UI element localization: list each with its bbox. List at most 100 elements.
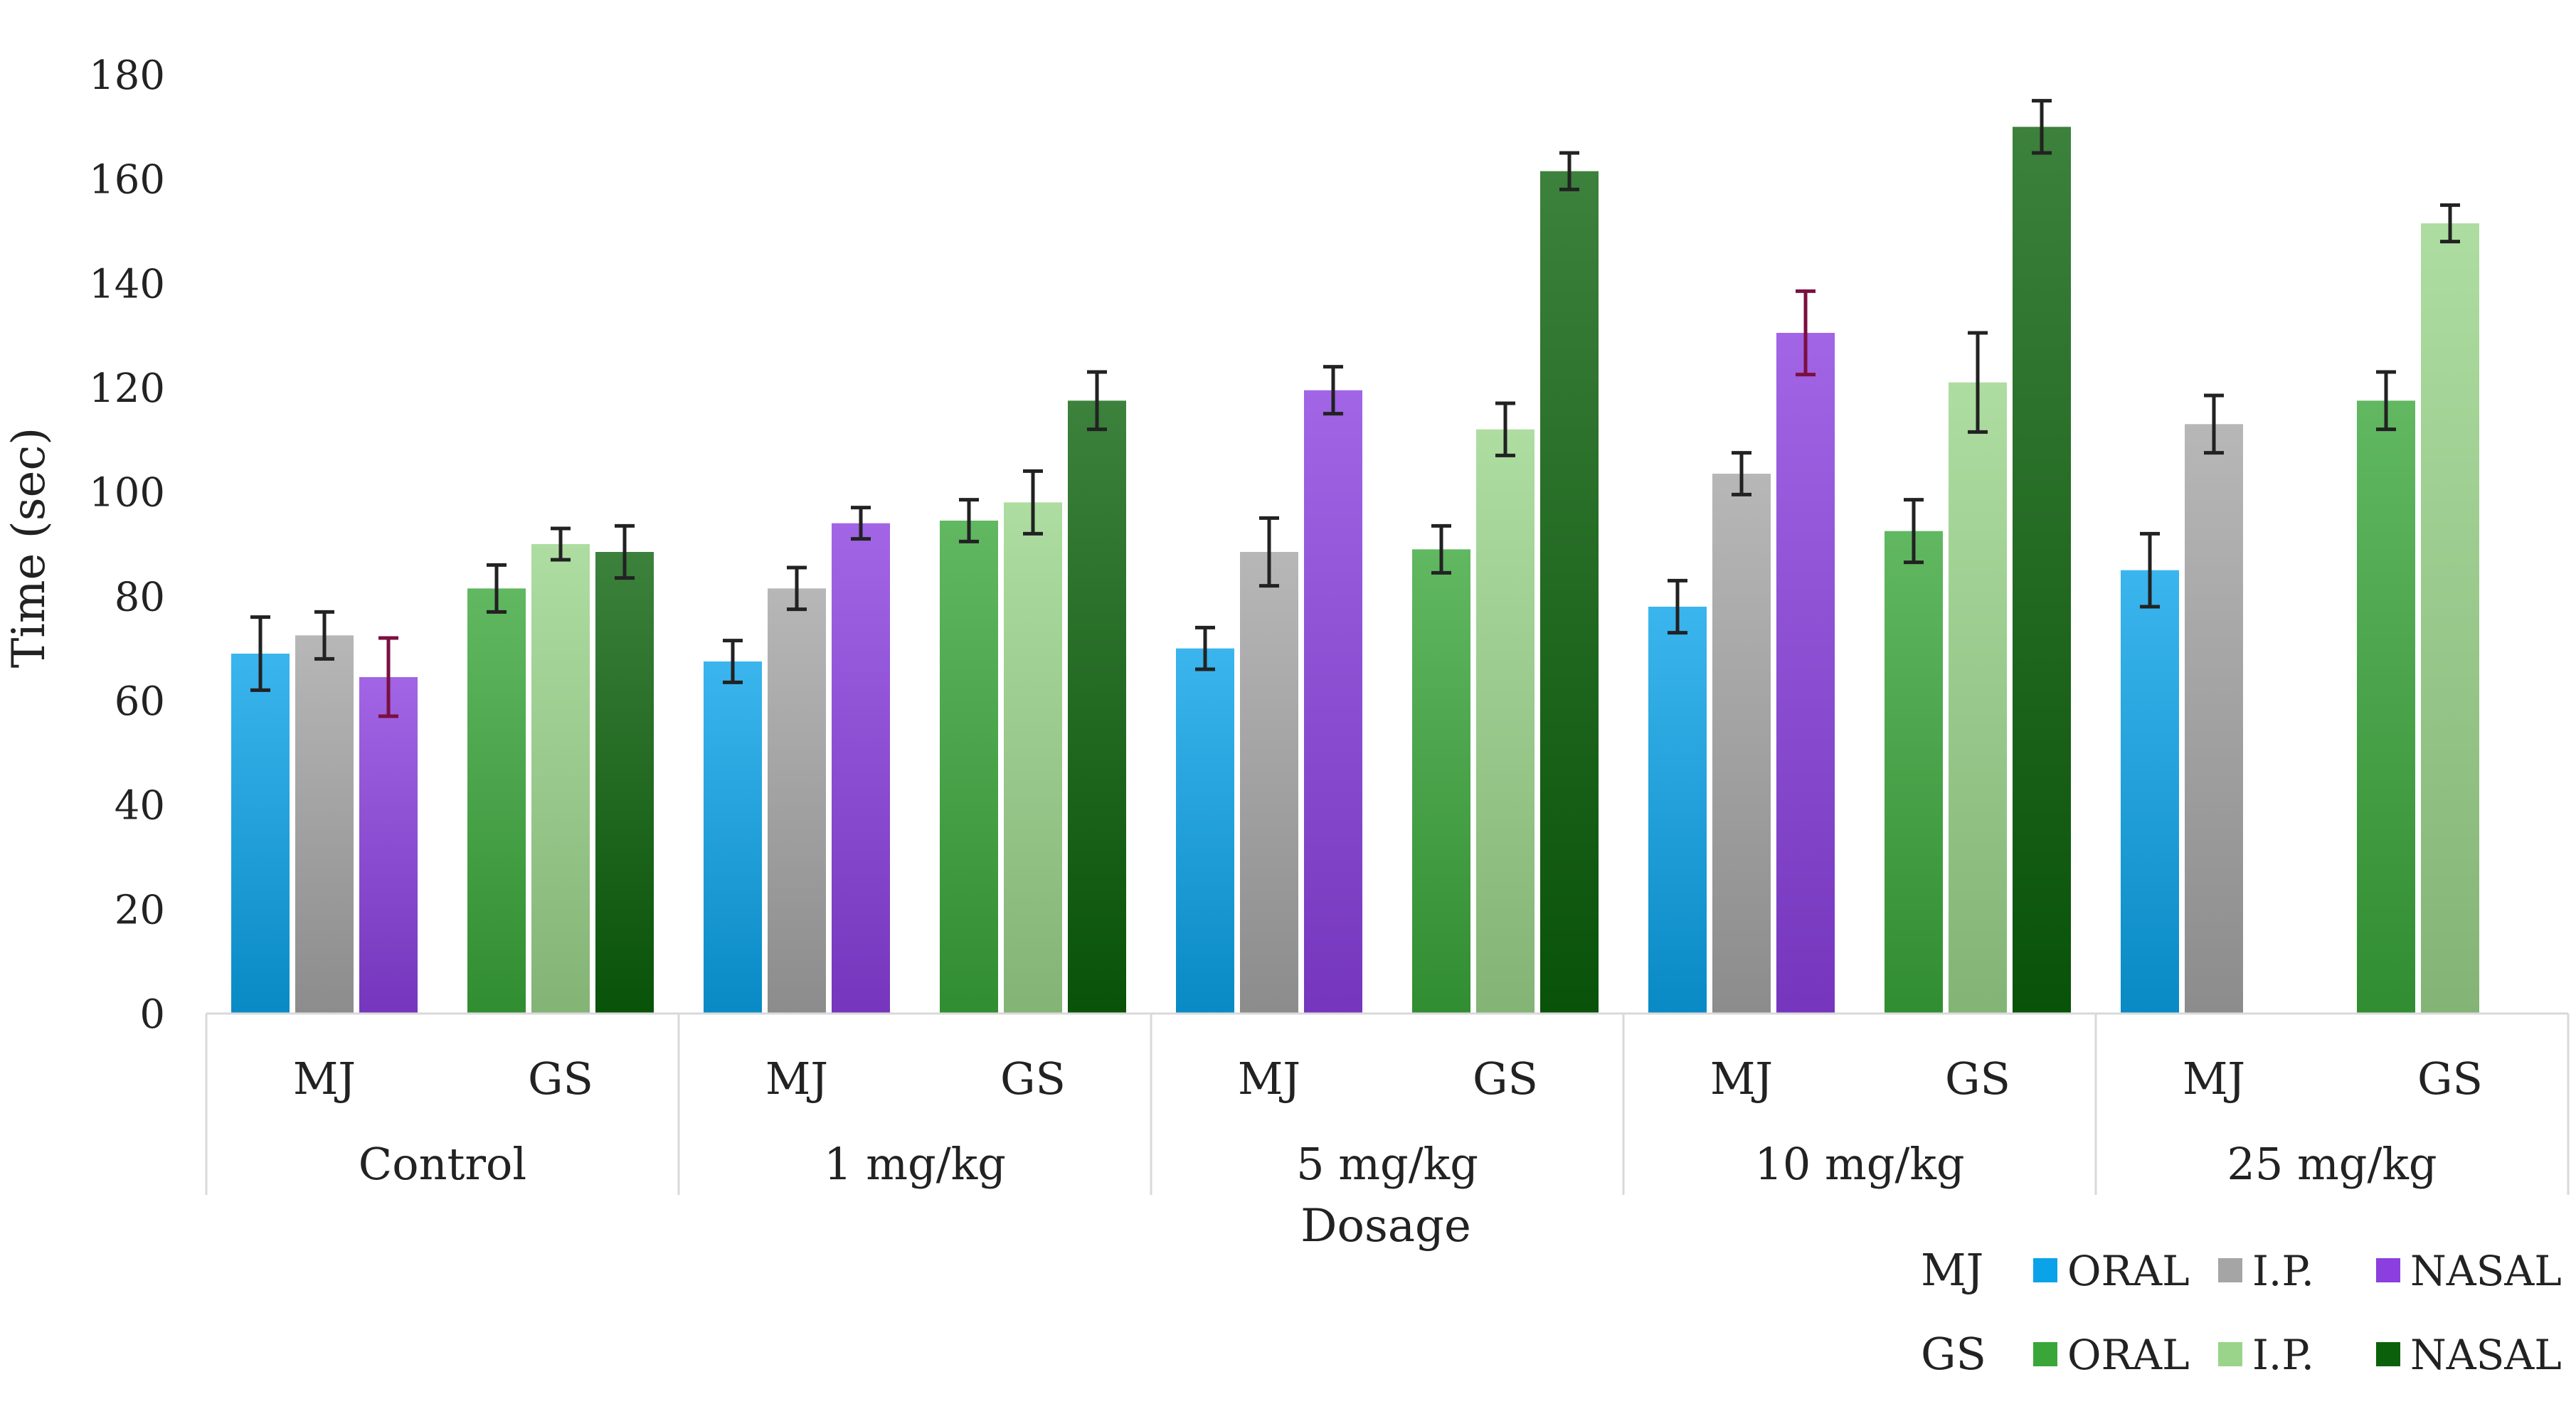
y-tick-label: 40 bbox=[115, 783, 165, 829]
error-bar-mj-oral-10-mg-kg bbox=[1668, 578, 1687, 635]
error-bar-gs-oral-control bbox=[487, 563, 507, 614]
y-tick-label: 60 bbox=[115, 679, 165, 725]
bar-gs-i-p-10-mg-kg bbox=[1949, 382, 2007, 1014]
bar-gs-i-p-1-mg-kg bbox=[1004, 502, 1062, 1014]
error-bar-gs-nasal-5-mg-kg bbox=[1559, 151, 1579, 191]
error-bar-mj-i-p-25-mg-kg bbox=[2204, 393, 2224, 455]
bar-gs-i-p-5-mg-kg bbox=[1476, 429, 1535, 1014]
subgroup-label-gs: GS bbox=[1945, 1053, 2010, 1105]
y-tick-label: 100 bbox=[89, 470, 165, 516]
bars bbox=[231, 127, 2479, 1014]
bar-mj-oral-5-mg-kg bbox=[1176, 648, 1234, 1014]
bar-gs-nasal-5-mg-kg bbox=[1540, 171, 1599, 1014]
error-bars bbox=[250, 99, 2460, 718]
bar-mj-nasal-control bbox=[359, 677, 418, 1014]
subgroup-label-gs: GS bbox=[528, 1053, 593, 1105]
error-bar-gs-nasal-control bbox=[615, 523, 635, 580]
legend-row-label-gs: GS bbox=[1921, 1328, 1986, 1380]
group-label-5-mg-kg: 5 mg/kg bbox=[1296, 1138, 1478, 1190]
y-tick-label: 120 bbox=[89, 366, 165, 412]
group-label-1-mg-kg: 1 mg/kg bbox=[824, 1138, 1006, 1190]
subgroup-label-mj: MJ bbox=[1238, 1053, 1300, 1105]
error-bar-mj-nasal-control bbox=[378, 636, 398, 718]
bar-gs-nasal-1-mg-kg bbox=[1068, 400, 1126, 1014]
legend-label-mj-oral: ORAL bbox=[2067, 1247, 2190, 1295]
error-bar-gs-i-p-25-mg-kg bbox=[2440, 203, 2460, 244]
error-bar-gs-i-p-1-mg-kg bbox=[1023, 469, 1043, 536]
subgroup-label-gs: GS bbox=[1473, 1053, 1538, 1105]
subgroup-label-mj: MJ bbox=[2183, 1053, 2245, 1105]
error-bar-gs-nasal-10-mg-kg bbox=[2032, 99, 2052, 155]
legend-label-gs-oral: ORAL bbox=[2067, 1331, 2190, 1379]
error-bar-gs-oral-1-mg-kg bbox=[959, 498, 979, 543]
subgroup-label-mj: MJ bbox=[765, 1053, 828, 1105]
y-tick-label: 80 bbox=[115, 574, 165, 620]
error-bar-mj-oral-control bbox=[250, 615, 270, 692]
bar-mj-i-p-25-mg-kg bbox=[2185, 424, 2243, 1014]
bar-mj-oral-10-mg-kg bbox=[1648, 607, 1707, 1014]
legend-label-mj-nasal: NASAL bbox=[2410, 1247, 2562, 1295]
error-bar-mj-oral-5-mg-kg bbox=[1195, 625, 1215, 671]
error-bar-gs-nasal-1-mg-kg bbox=[1087, 370, 1107, 432]
y-tick-label: 0 bbox=[139, 991, 165, 1038]
error-bar-mj-i-p-1-mg-kg bbox=[787, 565, 807, 612]
bar-gs-nasal-10-mg-kg bbox=[2013, 127, 2071, 1014]
y-axis: 0 20 40 60 80 100 120 140 160 180 bbox=[89, 53, 165, 1038]
bar-gs-oral-25-mg-kg bbox=[2357, 400, 2415, 1014]
bar-mj-i-p-control bbox=[295, 635, 354, 1014]
legend-label-gs-i-p: I.P. bbox=[2252, 1331, 2314, 1379]
error-bar-gs-i-p-5-mg-kg bbox=[1495, 401, 1515, 457]
legend-swatch-gs-oral bbox=[2033, 1342, 2057, 1366]
y-tick-label: 140 bbox=[89, 261, 165, 307]
legend-label-gs-nasal: NASAL bbox=[2410, 1331, 2562, 1379]
legend-row-label-mj: MJ bbox=[1921, 1244, 1983, 1296]
bar-mj-oral-25-mg-kg bbox=[2121, 570, 2179, 1014]
legend-swatch-gs-i-p bbox=[2218, 1342, 2242, 1366]
y-axis-label: Time (sec) bbox=[3, 427, 55, 669]
y-tick-label: 180 bbox=[89, 53, 165, 99]
error-bar-gs-oral-5-mg-kg bbox=[1431, 523, 1451, 575]
bar-mj-i-p-10-mg-kg bbox=[1712, 474, 1771, 1014]
group-label-25-mg-kg: 25 mg/kg bbox=[2227, 1138, 2437, 1190]
legend-swatch-gs-nasal bbox=[2376, 1342, 2400, 1366]
legend: MJ ORAL I.P. NASAL GS ORAL I.P. NASAL bbox=[1921, 1244, 2562, 1380]
bar-mj-nasal-5-mg-kg bbox=[1304, 390, 1362, 1014]
subgroup-label-mj: MJ bbox=[1710, 1053, 1773, 1105]
error-bar-gs-i-p-10-mg-kg bbox=[1968, 331, 1988, 434]
bar-gs-oral-control bbox=[467, 588, 526, 1014]
error-bar-mj-nasal-1-mg-kg bbox=[851, 506, 871, 541]
bar-gs-i-p-25-mg-kg bbox=[2421, 223, 2479, 1014]
legend-swatch-mj-nasal bbox=[2376, 1258, 2400, 1282]
subgroup-label-gs: GS bbox=[1000, 1053, 1066, 1105]
subgroup-label-mj: MJ bbox=[293, 1053, 356, 1105]
error-bar-mj-i-p-10-mg-kg bbox=[1732, 451, 1751, 496]
group-label-10-mg-kg: 10 mg/kg bbox=[1754, 1138, 1964, 1190]
bar-gs-oral-10-mg-kg bbox=[1885, 531, 1943, 1014]
bar-mj-oral-1-mg-kg bbox=[704, 661, 762, 1014]
error-bar-mj-nasal-5-mg-kg bbox=[1323, 365, 1343, 416]
error-bar-mj-oral-25-mg-kg bbox=[2140, 531, 2160, 609]
bar-gs-nasal-control bbox=[595, 552, 654, 1014]
bar-mj-nasal-10-mg-kg bbox=[1776, 333, 1835, 1014]
x-axis-label: Dosage bbox=[1300, 1200, 1471, 1253]
error-bar-gs-oral-10-mg-kg bbox=[1904, 498, 1924, 565]
bar-mj-oral-control bbox=[231, 654, 290, 1014]
legend-label-mj-i-p: I.P. bbox=[2252, 1247, 2314, 1295]
y-tick-label: 160 bbox=[89, 157, 165, 203]
error-bar-mj-nasal-10-mg-kg bbox=[1796, 289, 1816, 377]
legend-swatch-mj-i-p bbox=[2218, 1258, 2242, 1282]
bar-mj-i-p-5-mg-kg bbox=[1240, 552, 1298, 1014]
error-bar-gs-i-p-control bbox=[551, 526, 571, 562]
group-label-control: Control bbox=[359, 1138, 526, 1190]
bar-gs-oral-5-mg-kg bbox=[1412, 549, 1470, 1014]
subgroup-label-gs: GS bbox=[2417, 1053, 2483, 1105]
error-bar-gs-oral-25-mg-kg bbox=[2376, 370, 2396, 432]
y-tick-label: 20 bbox=[115, 887, 165, 933]
error-bar-mj-i-p-control bbox=[314, 610, 334, 661]
bar-gs-i-p-control bbox=[531, 544, 590, 1014]
bar-mj-nasal-1-mg-kg bbox=[832, 523, 890, 1014]
error-bar-mj-i-p-5-mg-kg bbox=[1259, 516, 1279, 588]
bar-gs-oral-1-mg-kg bbox=[940, 521, 998, 1014]
